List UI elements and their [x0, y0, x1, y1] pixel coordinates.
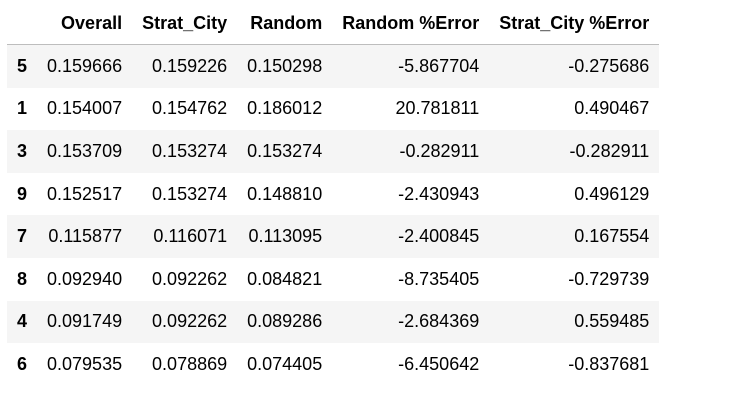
cell-strat-city: 0.154762 [152, 98, 228, 119]
cell-overall: 0.159666 [47, 55, 123, 76]
cell-random-error: -2.684369 [398, 311, 480, 332]
cell-strat-city: 0.078869 [152, 353, 228, 374]
cell-random: 0.074405 [247, 353, 323, 374]
column-header-strat-city: Strat_City [132, 3, 238, 45]
cell-overall: 0.091749 [47, 311, 123, 332]
dataframe-table: Overall Strat_City Random Random %Error … [7, 3, 660, 386]
cell-strat-city: 0.092262 [152, 268, 228, 289]
cell-random-error: -5.867704 [398, 55, 480, 76]
cell-strat-city-error: -0.729739 [568, 268, 650, 289]
column-header-random: Random [237, 3, 333, 45]
column-header-strat-city-error: Strat_City %Error [489, 3, 660, 45]
row-index: 6 [17, 353, 28, 374]
cell-strat-city-error: 0.559485 [574, 311, 650, 332]
row-index: 5 [17, 55, 28, 76]
cell-random-error: -2.400845 [398, 226, 480, 247]
cell-overall: 0.153709 [47, 140, 123, 161]
cell-strat-city-error: 0.490467 [574, 98, 650, 119]
cell-overall: 0.115877 [48, 226, 123, 247]
index-header [7, 3, 38, 45]
cell-random-error: -6.450642 [398, 353, 480, 374]
cell-random: 0.153274 [247, 140, 323, 161]
row-index: 9 [17, 183, 28, 204]
table-row: 4 0.091749 0.092262 0.089286 -2.684369 0… [7, 300, 660, 344]
cell-strat-city: 0.159226 [152, 55, 228, 76]
column-header-overall: Overall [37, 3, 133, 45]
table-row: 5 0.159666 0.159226 0.150298 -5.867704 -… [7, 44, 660, 88]
cell-random: 0.084821 [247, 268, 323, 289]
table-row: 7 0.115877 0.116071 0.113095 -2.400845 0… [7, 215, 660, 258]
cell-strat-city: 0.153274 [152, 183, 228, 204]
cell-random-error: 20.781811 [395, 98, 480, 119]
cell-overall: 0.154007 [47, 98, 123, 119]
cell-random-error: -2.430943 [398, 183, 480, 204]
cell-overall: 0.092940 [47, 268, 123, 289]
cell-strat-city: 0.116071 [153, 226, 228, 247]
table-row: 3 0.153709 0.153274 0.153274 -0.282911 -… [7, 130, 660, 173]
cell-strat-city-error: 0.167554 [574, 226, 650, 247]
row-index: 4 [17, 311, 28, 332]
table-row: 9 0.152517 0.153274 0.148810 -2.430943 0… [7, 172, 660, 216]
cell-strat-city-error: -0.837681 [568, 353, 650, 374]
cell-strat-city-error: -0.275686 [568, 55, 650, 76]
cell-random-error: -0.282911 [399, 140, 480, 161]
cell-random: 0.186012 [247, 98, 323, 119]
row-index: 1 [17, 98, 28, 119]
cell-random: 0.089286 [247, 311, 323, 332]
column-header-random-error: Random %Error [332, 3, 490, 45]
table-row: 6 0.079535 0.078869 0.074405 -6.450642 -… [7, 343, 660, 386]
row-index: 7 [17, 226, 28, 247]
cell-strat-city: 0.153274 [152, 140, 228, 161]
cell-random: 0.148810 [247, 183, 323, 204]
cell-strat-city-error: -0.282911 [569, 140, 650, 161]
row-index: 8 [17, 268, 28, 289]
header-row: Overall Strat_City Random Random %Error … [7, 3, 660, 45]
cell-overall: 0.152517 [47, 183, 123, 204]
table-header: Overall Strat_City Random Random %Error … [7, 3, 660, 45]
cell-random-error: -8.735405 [398, 268, 480, 289]
cell-random: 0.150298 [247, 55, 323, 76]
cell-strat-city-error: 0.496129 [574, 183, 650, 204]
table-row: 8 0.092940 0.092262 0.084821 -8.735405 -… [7, 257, 660, 301]
row-index: 3 [17, 140, 28, 161]
cell-random: 0.113095 [248, 226, 323, 247]
cell-strat-city: 0.092262 [152, 311, 228, 332]
table-row: 1 0.154007 0.154762 0.186012 20.781811 0… [7, 87, 660, 131]
cell-overall: 0.079535 [47, 353, 123, 374]
table-body: 5 0.159666 0.159226 0.150298 -5.867704 -… [7, 44, 660, 386]
